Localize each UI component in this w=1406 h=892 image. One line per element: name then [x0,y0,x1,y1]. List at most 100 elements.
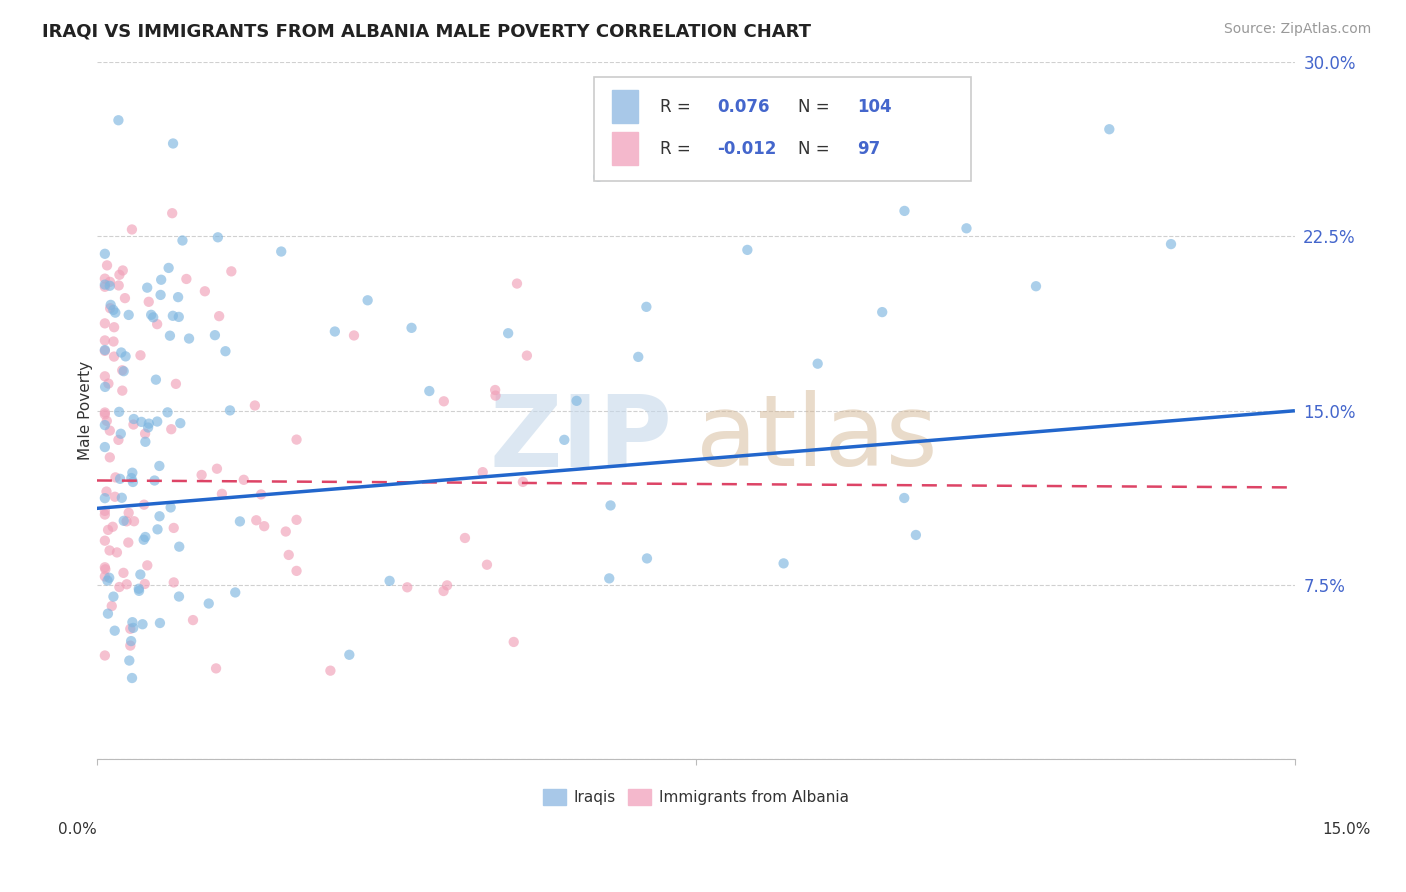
Point [107,433,129,447]
Point [94,504,117,518]
Point [112,364,135,378]
Point [1160,237,1182,252]
Point [108,580,131,594]
Point [122,475,145,489]
Point [253,519,276,533]
Point [101,520,124,534]
Point [94,408,117,422]
Text: 15.0%: 15.0% [1323,822,1371,837]
Point [418,384,440,398]
Point [134,426,156,441]
Point [205,661,228,675]
Point [401,321,423,335]
Point [111,263,134,277]
Point [98,301,121,316]
Point [114,350,136,364]
Point [96,258,118,272]
Point [162,136,184,151]
Point [136,558,159,573]
Text: 104: 104 [858,98,893,117]
Point [588,169,610,184]
Point [98,278,121,293]
Point [285,564,308,578]
Point [107,113,129,128]
FancyBboxPatch shape [612,132,638,165]
Point [134,577,156,591]
Point [94,508,117,522]
Point [165,376,187,391]
Point [167,290,190,304]
Text: -0.012: -0.012 [717,140,778,158]
Point [98,450,121,465]
Text: atlas: atlas [696,390,938,487]
Point [496,326,519,341]
Point [245,513,267,527]
Point [114,291,136,305]
Point [157,260,180,275]
Point [112,566,135,580]
Point [94,405,117,419]
Y-axis label: Male Poverty: Male Poverty [79,361,93,460]
Point [132,498,155,512]
Point [599,499,621,513]
Point [107,278,129,293]
Point [484,383,506,397]
Point [103,334,125,349]
Text: 0.0%: 0.0% [58,822,97,837]
Point [94,648,117,663]
Point [148,458,170,473]
Text: 97: 97 [858,140,882,158]
Point [138,417,160,431]
Point [94,380,117,394]
Point [134,434,156,449]
Point [141,308,163,322]
Text: N =: N = [797,98,835,117]
Point [553,433,575,447]
Point [121,466,143,480]
Point [111,384,134,398]
Point [149,615,172,630]
Point [105,545,128,559]
Point [96,414,118,428]
Point [214,344,236,359]
Point [475,558,498,572]
Text: IRAQI VS IMMIGRANTS FROM ALBANIA MALE POVERTY CORRELATION CHART: IRAQI VS IMMIGRANTS FROM ALBANIA MALE PO… [42,22,811,40]
Point [108,405,131,419]
Point [103,302,125,317]
Point [232,473,254,487]
Point [319,664,342,678]
Point [396,580,419,594]
Point [277,548,299,562]
Point [274,524,297,539]
Point [146,522,169,536]
Point [502,635,524,649]
Point [129,348,152,362]
Point [120,639,142,653]
Point [104,305,127,319]
Point [181,613,204,627]
Point [454,531,477,545]
Point [138,294,160,309]
Point [250,487,273,501]
Point [103,590,125,604]
Point [149,288,172,302]
Point [94,418,117,433]
Point [131,415,153,429]
Point [229,515,252,529]
Point [110,345,132,359]
Point [163,521,186,535]
Point [97,607,120,621]
Point [893,491,915,505]
Point [94,271,117,285]
Point [132,533,155,547]
Point [98,424,121,438]
Point [160,422,183,436]
Text: N =: N = [797,140,835,158]
Point [103,350,125,364]
Point [146,317,169,331]
Point [94,569,117,583]
Point [96,574,118,588]
Point [100,599,122,613]
Point [122,417,145,432]
Point [512,475,534,489]
